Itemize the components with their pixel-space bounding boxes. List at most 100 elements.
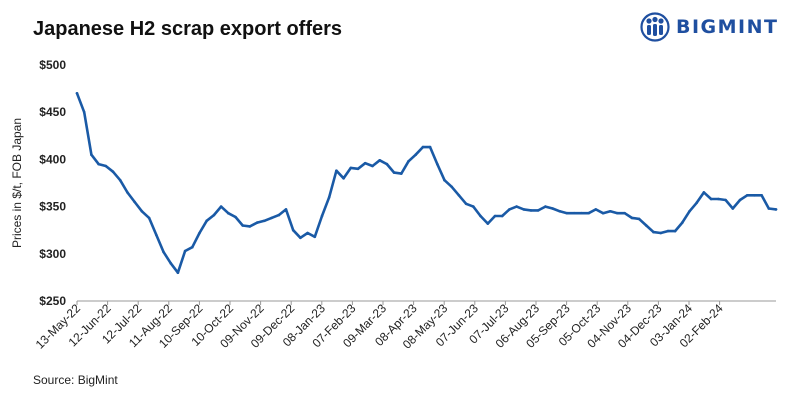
y-tick-label: $400 <box>39 152 66 166</box>
data-point <box>609 210 612 213</box>
data-point <box>414 153 418 156</box>
data-point <box>270 216 273 220</box>
data-point <box>500 214 504 218</box>
brand-name: BIGMINT <box>676 16 779 38</box>
data-point <box>493 214 497 218</box>
data-point <box>191 245 194 249</box>
data-point <box>601 211 605 215</box>
data-point <box>118 178 122 182</box>
data-point <box>291 228 295 232</box>
data-point <box>738 198 742 202</box>
data-point <box>299 236 302 240</box>
data-point <box>457 194 461 197</box>
data-point <box>176 271 180 275</box>
data-point <box>731 207 735 210</box>
data-point <box>709 197 713 201</box>
bigmint-logo-icon <box>640 12 670 42</box>
data-point <box>356 167 360 171</box>
data-point <box>147 216 151 220</box>
data-point <box>666 229 670 233</box>
y-tick-label: $300 <box>39 247 66 261</box>
data-point <box>544 205 547 208</box>
data-point <box>155 233 158 237</box>
data-point <box>428 145 432 149</box>
data-point <box>126 191 129 194</box>
data-point <box>436 162 439 166</box>
data-point <box>508 208 511 211</box>
data-point <box>702 191 706 194</box>
data-point <box>536 209 540 212</box>
data-point <box>162 250 165 254</box>
y-axis: $250 $300 $350 $400 $450 $500 Prices in $/t, F… <box>10 58 66 308</box>
data-point <box>724 198 727 202</box>
data-point <box>400 172 403 175</box>
series-line <box>75 92 778 274</box>
data-point <box>645 224 648 227</box>
data-point <box>673 229 677 233</box>
x-axis: 13-May-2212-Jun-2212-Jul-2211-Aug-2210-S… <box>33 300 776 352</box>
data-point <box>630 216 634 220</box>
data-point <box>486 222 490 225</box>
data-point <box>565 211 569 215</box>
data-point <box>140 210 144 213</box>
data-point <box>616 211 619 215</box>
data-point <box>522 208 526 211</box>
data-point <box>695 201 698 205</box>
data-point <box>104 164 108 168</box>
y-tick-label: $350 <box>39 200 66 214</box>
data-point <box>183 249 187 253</box>
data-point <box>558 210 562 213</box>
data-point <box>479 214 482 218</box>
data-point <box>443 178 446 182</box>
data-point <box>277 213 281 217</box>
data-point <box>97 162 100 166</box>
data-point <box>392 171 396 174</box>
data-point <box>335 169 338 172</box>
data-point <box>219 205 223 208</box>
data-point <box>529 209 533 212</box>
data-point <box>515 205 518 208</box>
data-point <box>760 194 763 197</box>
data-point <box>551 207 554 210</box>
data-point <box>767 207 771 210</box>
series-group <box>75 92 778 275</box>
data-point <box>198 231 201 235</box>
data-point <box>580 211 583 215</box>
data-point <box>169 261 172 265</box>
data-point <box>327 195 331 199</box>
data-point <box>90 153 93 156</box>
data-point <box>688 210 691 213</box>
data-point <box>587 211 590 215</box>
data-point <box>659 231 662 235</box>
data-point <box>82 110 86 114</box>
data-point <box>450 185 454 189</box>
data-point <box>241 224 244 227</box>
data-point <box>378 159 382 162</box>
data-point <box>637 217 641 221</box>
data-point <box>745 194 749 197</box>
data-point <box>255 221 259 224</box>
data-point <box>111 170 115 173</box>
data-point <box>407 160 410 163</box>
data-point <box>652 230 655 234</box>
data-point <box>623 211 626 215</box>
data-point <box>717 197 720 201</box>
y-tick-label: $250 <box>39 294 66 308</box>
data-point <box>320 214 324 218</box>
data-point <box>464 202 468 206</box>
data-point <box>234 215 237 219</box>
brand-logo: BIGMINT <box>640 12 779 42</box>
data-point <box>306 231 309 235</box>
data-point <box>572 211 576 215</box>
chart-title: Japanese H2 scrap export offers <box>33 18 343 40</box>
y-tick-label: $450 <box>39 105 66 119</box>
data-point <box>342 177 345 180</box>
data-point <box>75 92 79 95</box>
data-point <box>227 211 230 215</box>
data-point <box>472 205 475 208</box>
data-point <box>284 208 288 211</box>
data-point <box>263 219 266 223</box>
data-point <box>212 213 216 217</box>
data-point <box>681 221 684 224</box>
